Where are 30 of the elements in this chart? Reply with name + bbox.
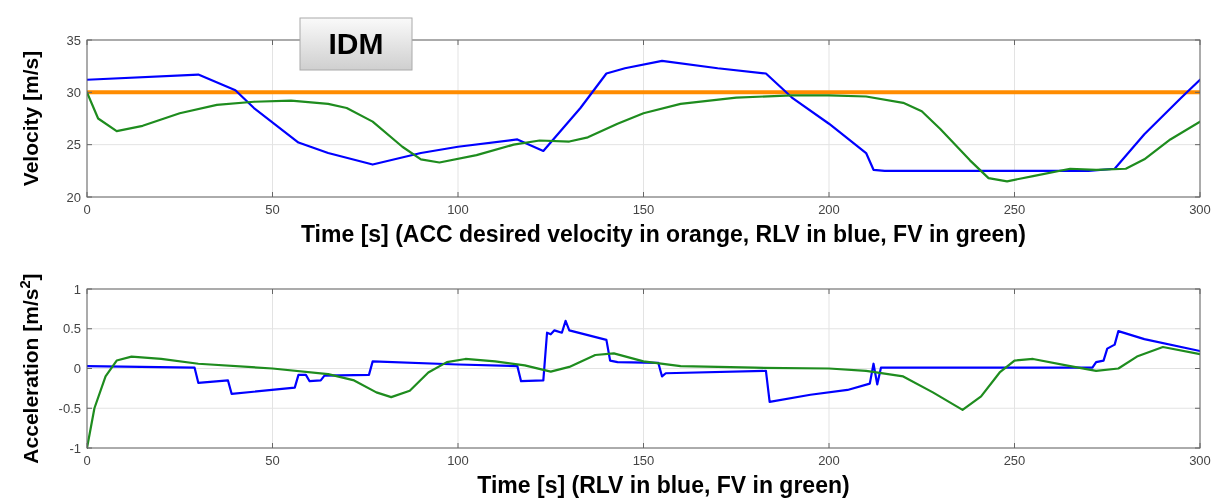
y-tick-label: 0.5 (62, 321, 81, 337)
y-tick-label: 20 (66, 189, 81, 205)
line-series (87, 91, 1200, 183)
x-tick-label: 200 (818, 202, 840, 217)
chart-title: IDM (328, 27, 384, 60)
y-tick-label: -1 (69, 440, 81, 456)
x-tick-label: 300 (1189, 453, 1211, 468)
y-tick-label: 25 (66, 137, 81, 153)
x-tick-label: 300 (1189, 202, 1211, 217)
x-tick-label: 200 (818, 453, 840, 468)
x-tick-label: 0 (83, 202, 91, 217)
x-tick-label: 250 (1003, 453, 1026, 468)
x-tick-label: 150 (632, 453, 655, 468)
y-tick-label: -0.5 (58, 400, 81, 416)
x-tick-label: 100 (447, 453, 469, 468)
y-tick-label: 35 (66, 32, 81, 48)
y-axis-title: Velocity [m/s] (19, 50, 42, 187)
y-tick-label: 0 (73, 361, 81, 376)
x-tick-label: 250 (1003, 202, 1026, 217)
y-tick-label: 1 (73, 281, 81, 297)
x-tick-label: 50 (265, 453, 280, 468)
x-tick-label: 0 (83, 453, 91, 468)
y-tick-label: 30 (66, 84, 81, 100)
line-series (87, 59, 1200, 172)
x-axis-title: Time [s] (RLV in blue, FV in green) (477, 472, 850, 498)
x-tick-label: 150 (632, 202, 655, 217)
line-series (87, 319, 1200, 403)
x-tick-label: 100 (447, 202, 469, 217)
x-tick-label: 50 (265, 202, 280, 217)
x-axis-title: Time [s] (ACC desired velocity in orange, RLV in blue, FV in green) (300, 221, 1027, 247)
